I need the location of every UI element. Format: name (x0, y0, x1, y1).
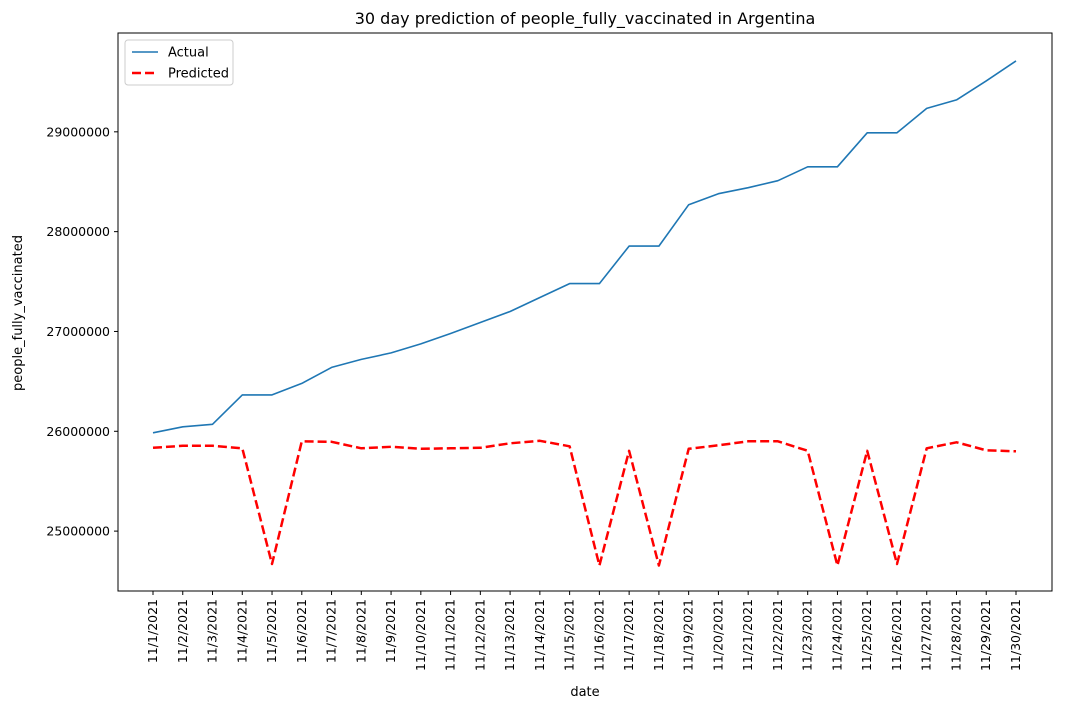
x-tick-label: 11/30/2021 (1008, 599, 1023, 671)
x-tick-label: 11/12/2021 (472, 599, 487, 671)
y-tick-label: 28000000 (46, 224, 110, 239)
x-tick-label: 11/4/2021 (234, 599, 249, 663)
x-tick-label: 11/20/2021 (710, 599, 725, 671)
x-tick-label: 11/29/2021 (978, 599, 993, 671)
x-tick-label: 11/6/2021 (294, 599, 309, 663)
x-tick-label: 11/16/2021 (591, 599, 606, 671)
y-tick-label: 29000000 (46, 124, 110, 139)
y-tick-label: 25000000 (46, 524, 110, 539)
x-tick-label: 11/24/2021 (829, 599, 844, 671)
x-tick-label: 11/17/2021 (621, 599, 636, 671)
x-tick-label: 11/5/2021 (264, 599, 279, 663)
x-tick-label: 11/27/2021 (919, 599, 934, 671)
x-tick-label: 11/18/2021 (651, 599, 666, 671)
x-tick-label: 11/11/2021 (443, 599, 458, 671)
x-tick-label: 11/2/2021 (175, 599, 190, 663)
y-axis-label: people_fully_vaccinated (11, 235, 26, 391)
legend-label-actual: Actual (168, 46, 209, 61)
x-tick-label: 11/26/2021 (889, 599, 904, 671)
x-tick-label: 11/10/2021 (413, 599, 428, 671)
series-line-actual (152, 60, 1017, 434)
x-axis-label: date (570, 685, 599, 700)
x-tick-label: 11/1/2021 (145, 599, 160, 663)
x-tick-label: 11/21/2021 (740, 599, 755, 671)
x-tick-label: 11/22/2021 (770, 599, 785, 671)
y-tick-label: 26000000 (46, 424, 110, 439)
x-tick-label: 11/23/2021 (800, 599, 815, 671)
x-tick-label: 11/3/2021 (205, 599, 220, 663)
x-tick-label: 11/28/2021 (948, 599, 963, 671)
x-tick-label: 11/8/2021 (353, 599, 368, 663)
chart-title: 30 day prediction of people_fully_vaccin… (355, 9, 816, 29)
series-line-predicted (152, 439, 1017, 567)
x-tick-label: 11/19/2021 (681, 599, 696, 671)
legend-label-predicted: Predicted (168, 67, 229, 82)
x-tick-label: 11/7/2021 (324, 599, 339, 663)
x-tick-label: 11/13/2021 (502, 599, 517, 671)
y-tick-label: 27000000 (46, 324, 110, 339)
plot-area: 25000000 26000000 27000000 28000000 29000000… (46, 32, 1053, 671)
x-tick-label: 11/15/2021 (562, 599, 577, 671)
x-tick-label: 11/14/2021 (532, 599, 547, 671)
x-tick-label: 11/25/2021 (859, 599, 874, 671)
plot-frame (117, 32, 1053, 592)
x-tick-label: 11/9/2021 (383, 599, 398, 663)
legend: Actual Predicted (124, 39, 234, 86)
